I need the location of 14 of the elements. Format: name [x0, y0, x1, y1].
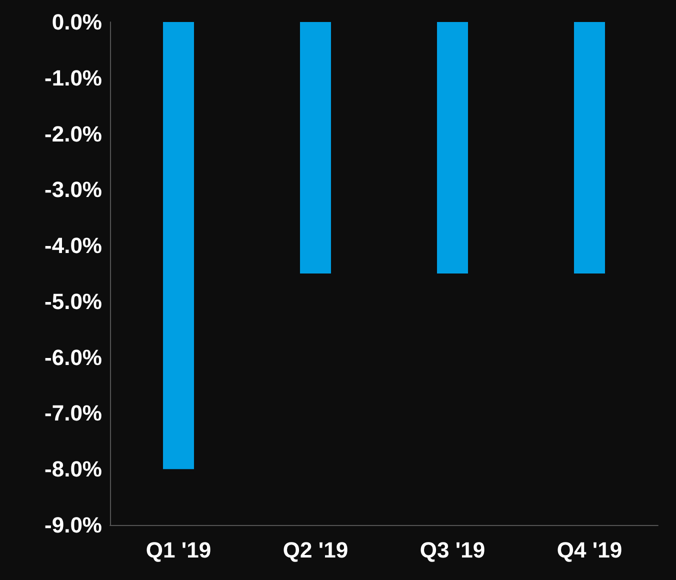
y-tick-label: -9.0% — [44, 512, 102, 538]
y-tick-label: -7.0% — [44, 400, 102, 426]
y-tick-label: -8.0% — [44, 456, 102, 482]
x-tick-label: Q3 '19 — [420, 538, 486, 562]
x-tick-label: Q2 '19 — [282, 538, 348, 562]
y-tick-label: -1.0% — [44, 65, 102, 90]
x-tick-label: Q1 '19 — [146, 538, 212, 562]
y-tick-label: -2.0% — [44, 121, 102, 146]
y-tick-label: -5.0% — [44, 288, 102, 314]
y-tick-label: 0.0% — [52, 10, 102, 34]
y-tick-label: -4.0% — [44, 233, 102, 258]
y-tick-label: -6.0% — [44, 344, 102, 370]
x-tick-label: Q4 '19 — [556, 538, 622, 562]
y-tick-label: -3.0% — [44, 177, 102, 202]
